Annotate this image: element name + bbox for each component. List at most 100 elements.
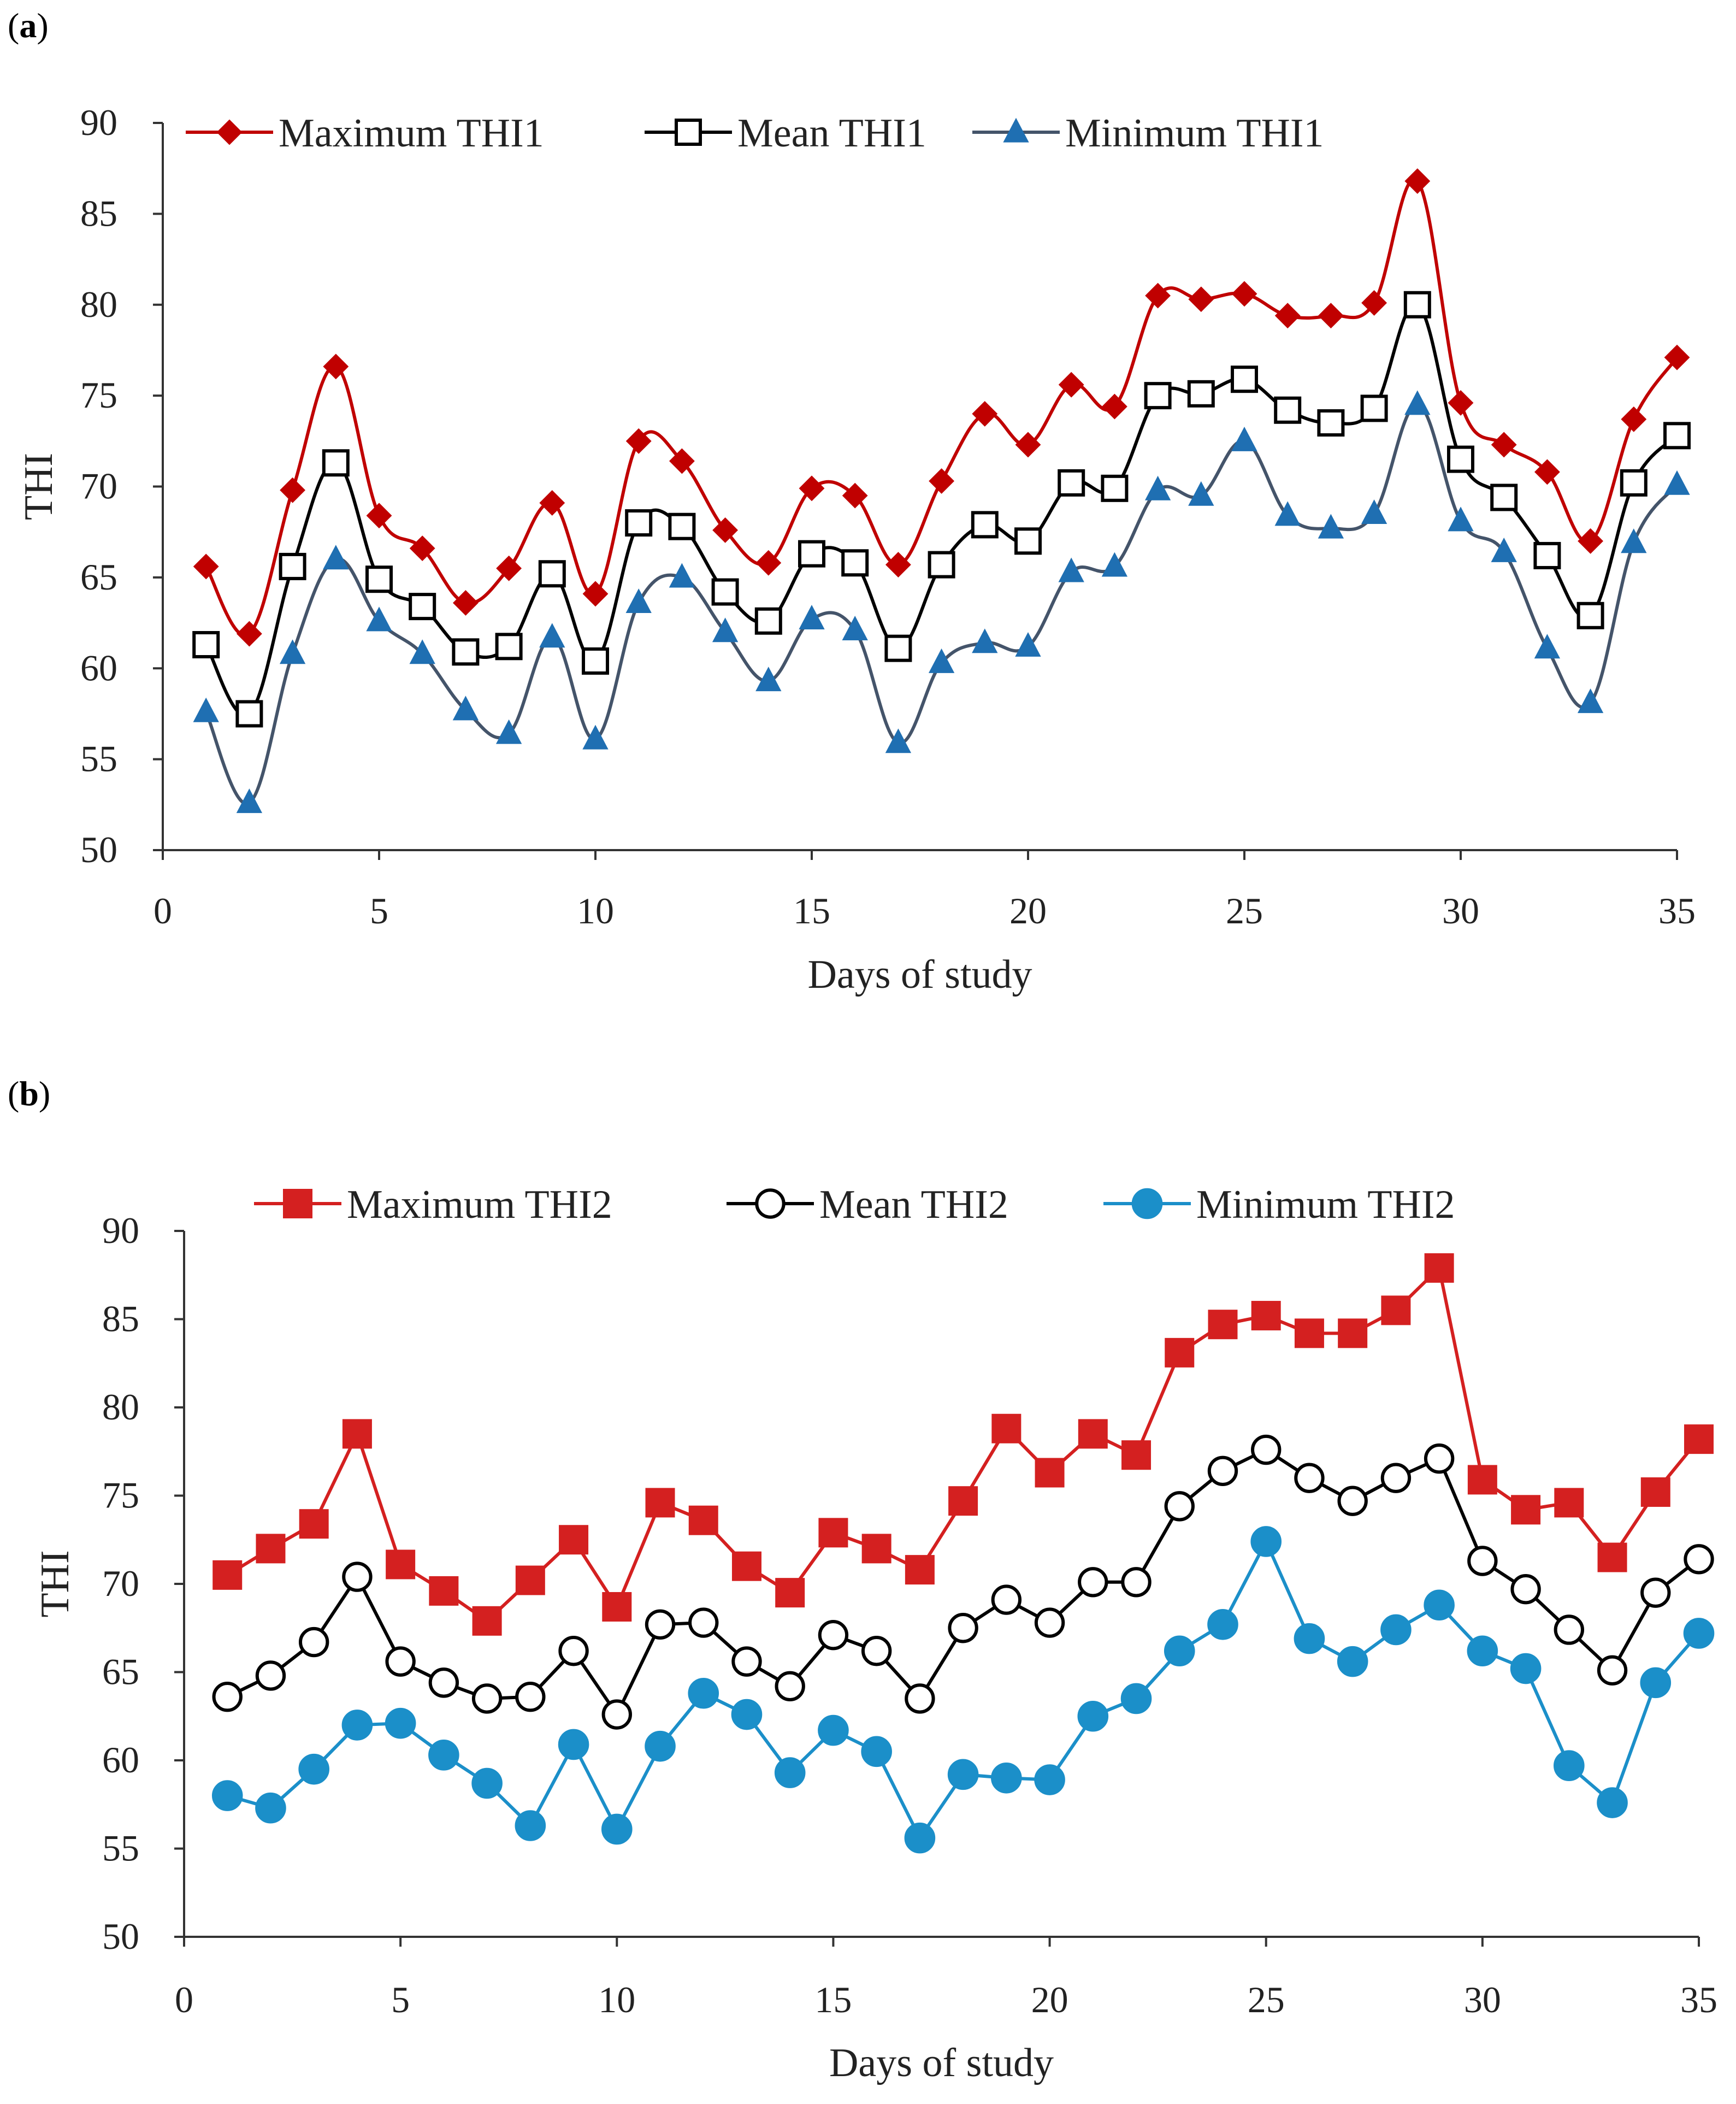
- data-point: [1187, 380, 1215, 408]
- data-point: [1121, 1567, 1152, 1598]
- data-point: [236, 788, 263, 814]
- x-tick-label: 0: [175, 1979, 193, 2020]
- data-point: [1274, 501, 1301, 526]
- x-tick-label: 25: [1248, 1979, 1285, 2020]
- data-point: [212, 1560, 243, 1590]
- data-point: [948, 1613, 978, 1643]
- data-point: [885, 728, 912, 753]
- data-point: [1058, 469, 1085, 497]
- data-point: [904, 1822, 936, 1854]
- data-point: [1035, 1458, 1065, 1488]
- data-point: [1014, 527, 1042, 555]
- data-point: [905, 1683, 935, 1714]
- data-point: [1424, 1253, 1454, 1283]
- data-point: [1554, 1488, 1584, 1518]
- data-point: [1640, 1667, 1672, 1699]
- data-point: [1578, 528, 1604, 554]
- data-point: [366, 606, 392, 632]
- data-point: [1576, 602, 1604, 629]
- data-point: [496, 555, 522, 581]
- data-point: [861, 1636, 892, 1666]
- y-tick-label: 90: [80, 102, 117, 143]
- data-point: [1554, 1614, 1585, 1645]
- panel-label-a: (a): [8, 6, 49, 45]
- data-point: [1361, 499, 1387, 524]
- data-point: [1078, 1567, 1108, 1598]
- data-point: [1467, 1635, 1498, 1667]
- chart-a: 50 55 60 65 70 75 80 85 90 0 5 10 15 20 25 30 35 Days of …: [16, 102, 1696, 997]
- data-point: [688, 1607, 719, 1638]
- data-point: [669, 563, 695, 588]
- data-point: [582, 581, 609, 607]
- series-mean-thi1: [192, 291, 1691, 728]
- legend-marker: [1003, 117, 1029, 143]
- y-tick-label: 75: [80, 374, 117, 416]
- data-point: [323, 353, 349, 380]
- data-point: [1683, 1618, 1715, 1649]
- data-point: [1664, 470, 1690, 495]
- series-minimum-thi2: [211, 1526, 1715, 1854]
- data-point: [256, 1534, 286, 1564]
- x-tick-label: 20: [1009, 890, 1047, 932]
- data-point: [1317, 409, 1345, 437]
- legend-marker: [755, 1188, 786, 1219]
- data-point: [1274, 303, 1301, 329]
- data-point: [1684, 1544, 1714, 1575]
- legend-label: Minimum THI1: [1065, 111, 1324, 156]
- data-point: [495, 633, 523, 661]
- data-point: [601, 1813, 633, 1845]
- data-point: [1318, 303, 1344, 329]
- x-tick-label: 30: [1464, 1979, 1501, 2020]
- data-point: [429, 1576, 459, 1606]
- data-point: [712, 617, 739, 643]
- series-maximum-thi2: [212, 1253, 1714, 1636]
- legend-marker: [283, 1189, 312, 1218]
- data-point: [731, 1646, 762, 1677]
- data-point: [928, 648, 955, 673]
- data-point: [601, 1699, 632, 1730]
- data-point: [1207, 1608, 1238, 1640]
- data-point: [385, 1646, 416, 1677]
- y-tick-label: 80: [102, 1386, 139, 1428]
- data-point: [1144, 382, 1172, 410]
- data-point: [1034, 1764, 1065, 1795]
- data-point: [280, 477, 306, 503]
- data-point: [558, 1729, 589, 1760]
- panel-label-b-letter: b: [19, 1074, 39, 1113]
- data-point: [342, 1419, 372, 1449]
- data-point: [1015, 432, 1041, 458]
- data-point: [386, 1549, 416, 1580]
- data-point: [798, 540, 825, 568]
- data-point: [1274, 396, 1302, 424]
- data-point: [1640, 1577, 1671, 1608]
- data-point: [731, 1551, 761, 1581]
- x-tick-label: 35: [1658, 890, 1696, 932]
- data-point: [1621, 406, 1647, 432]
- data-point: [1447, 445, 1474, 473]
- data-point: [1381, 1295, 1411, 1325]
- data-point: [1294, 1463, 1325, 1493]
- data-point: [625, 509, 653, 537]
- data-point: [452, 696, 479, 721]
- data-point: [1597, 1655, 1628, 1685]
- data-point: [1597, 1542, 1627, 1572]
- data-point: [1640, 1477, 1670, 1507]
- x-tick-label: 5: [370, 890, 388, 932]
- data-point: [1404, 390, 1431, 415]
- data-point: [1403, 291, 1431, 319]
- data-point: [471, 1767, 503, 1799]
- data-point: [1621, 528, 1647, 553]
- data-point: [366, 503, 392, 529]
- y-tick-label: 50: [80, 829, 117, 870]
- y-tick-label: 55: [102, 1828, 139, 1869]
- data-point: [884, 634, 912, 662]
- data-point: [1058, 557, 1084, 582]
- data-point: [645, 1609, 676, 1640]
- series-minimum-thi1: [193, 390, 1690, 814]
- legend-label: Minimum THI2: [1196, 1182, 1455, 1227]
- data-point: [452, 590, 479, 616]
- data-point: [1491, 432, 1517, 458]
- data-point: [625, 428, 652, 454]
- data-point: [539, 623, 565, 648]
